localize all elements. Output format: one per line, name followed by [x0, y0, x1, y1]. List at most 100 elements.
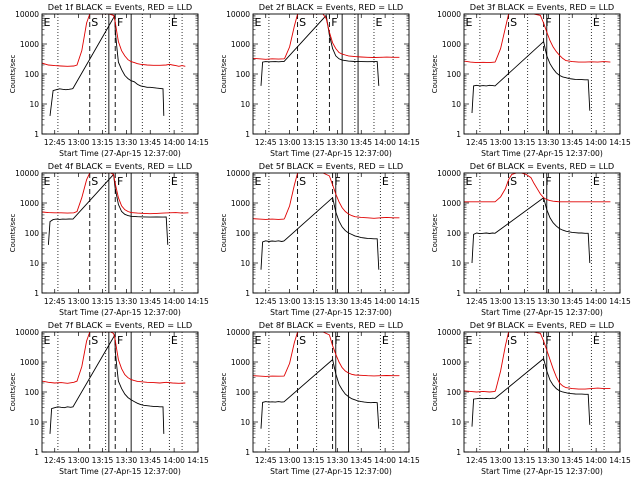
x-tick-label: 13:30 — [116, 297, 138, 306]
y-tick-label: 1000 — [20, 199, 39, 208]
lld-series-line — [253, 332, 400, 377]
lld-series-line — [42, 14, 186, 67]
plot-frame — [463, 13, 621, 135]
chart-title: Det 4f BLACK = Events, RED = LLD — [48, 161, 192, 171]
x-tick-label: 13:00 — [68, 138, 90, 147]
x-axis-label: Start Time (27-Apr-15 12:37:00) — [59, 308, 181, 317]
x-tick-label: 13:00 — [279, 456, 301, 465]
events-series-line — [47, 173, 169, 245]
y-tick-label: 1 — [34, 289, 39, 298]
y-tick-label: 10000 — [226, 328, 250, 337]
x-tick-label: 12:45 — [255, 297, 277, 306]
x-tick-label: 14:00 — [163, 456, 185, 465]
x-tick-label: 14:15 — [609, 297, 631, 306]
chart-panel-7: Det 7f BLACK = Events, RED = LLD Counts/s… — [9, 320, 209, 476]
phase-marker-letter: F — [117, 16, 123, 29]
x-tick-label: 13:45 — [350, 138, 372, 147]
x-axis-label: Start Time (27-Apr-15 12:37:00) — [481, 308, 603, 317]
phase-marker-letter: S — [91, 16, 98, 29]
phase-marker-letter: S — [299, 16, 306, 29]
phase-marker-letter: F — [334, 175, 340, 188]
phase-marker-letter: F — [334, 334, 340, 347]
x-tick-label: 13:45 — [561, 138, 583, 147]
y-tick-label: 10000 — [15, 328, 39, 337]
phase-marker-letter: E — [171, 334, 178, 347]
chart-panel-3: Det 3f BLACK = Events, RED = LLD Counts/s… — [431, 2, 631, 158]
plot-frame — [463, 331, 621, 453]
phase-marker-letter: S — [91, 175, 98, 188]
chart-panel-5: Det 5f BLACK = Events, RED = LLD Counts/s… — [220, 161, 420, 317]
x-tick-label: 13:30 — [116, 456, 138, 465]
x-tick-label: 14:00 — [585, 138, 607, 147]
events-series-line — [49, 14, 165, 116]
x-tick-label: 13:00 — [490, 456, 512, 465]
plot-frame — [252, 13, 410, 135]
x-tick-label: 13:30 — [538, 297, 560, 306]
x-axis-label: Start Time (27-Apr-15 12:37:00) — [270, 467, 392, 476]
phase-marker-letter: S — [510, 175, 517, 188]
phase-marker-letter: E — [171, 175, 178, 188]
y-tick-label: 1000 — [231, 358, 250, 367]
lld-series-line — [253, 173, 400, 220]
x-tick-label: 13:00 — [279, 297, 301, 306]
y-tick-label: 1 — [245, 448, 250, 457]
y-tick-label: 1 — [456, 130, 461, 139]
y-tick-label: 100 — [236, 388, 251, 397]
y-tick-label: 10 — [451, 100, 461, 109]
phase-marker-letter: E — [593, 16, 600, 29]
phase-marker-letter: S — [91, 334, 98, 347]
x-tick-label: 13:15 — [92, 456, 114, 465]
events-series-line — [471, 196, 591, 264]
events-series-line — [49, 333, 165, 434]
x-tick-label: 12:45 — [44, 456, 66, 465]
chart-title: Det 8f BLACK = Events, RED = LLD — [259, 320, 403, 330]
events-series-line — [260, 14, 380, 86]
plot-frame — [252, 331, 410, 453]
x-tick-label: 13:45 — [139, 297, 161, 306]
x-tick-label: 14:15 — [187, 138, 209, 147]
chart-panel-8: Det 8f BLACK = Events, RED = LLD Counts/s… — [220, 320, 420, 476]
x-tick-label: 13:00 — [68, 456, 90, 465]
chart-panel-6: Det 6f BLACK = Events, RED = LLD Counts/s… — [431, 161, 631, 317]
lld-series-line — [464, 332, 611, 393]
x-tick-label: 14:15 — [609, 456, 631, 465]
phase-marker-letter: E — [171, 16, 178, 29]
y-tick-label: 10 — [451, 418, 461, 427]
x-tick-label: 13:45 — [561, 297, 583, 306]
y-axis-label: Counts/sec — [9, 214, 17, 253]
y-tick-label: 100 — [447, 229, 462, 238]
x-axis-label: Start Time (27-Apr-15 12:37:00) — [481, 149, 603, 158]
y-tick-label: 1 — [245, 130, 250, 139]
x-tick-label: 12:45 — [466, 456, 488, 465]
y-tick-label: 10000 — [437, 10, 461, 19]
x-tick-label: 13:30 — [327, 456, 349, 465]
y-tick-label: 1000 — [442, 199, 461, 208]
x-tick-label: 13:45 — [561, 456, 583, 465]
plot-frame — [463, 172, 621, 294]
chart-title: Det 6f BLACK = Events, RED = LLD — [470, 161, 614, 171]
x-axis-label: Start Time (27-Apr-15 12:37:00) — [59, 149, 181, 158]
x-tick-label: 13:45 — [139, 138, 161, 147]
phase-marker-letter: F — [545, 175, 551, 188]
x-tick-label: 14:00 — [163, 297, 185, 306]
phase-marker-letter: E — [593, 334, 600, 347]
phase-marker-letter: E — [44, 175, 51, 188]
y-tick-label: 10 — [240, 100, 250, 109]
x-tick-label: 13:30 — [327, 138, 349, 147]
chart-panel-2: Det 2f BLACK = Events, RED = LLD Counts/s… — [220, 2, 420, 158]
y-tick-label: 10000 — [437, 169, 461, 178]
y-axis-label: Counts/sec — [431, 55, 439, 94]
phase-marker-letter: E — [376, 16, 383, 29]
x-axis-label: Start Time (27-Apr-15 12:37:00) — [481, 467, 603, 476]
phase-marker-letter: E — [466, 16, 473, 29]
y-tick-label: 100 — [236, 229, 251, 238]
y-tick-label: 1 — [34, 130, 39, 139]
x-tick-label: 14:15 — [609, 138, 631, 147]
phase-marker-letter: E — [382, 175, 389, 188]
x-tick-label: 14:15 — [398, 297, 420, 306]
